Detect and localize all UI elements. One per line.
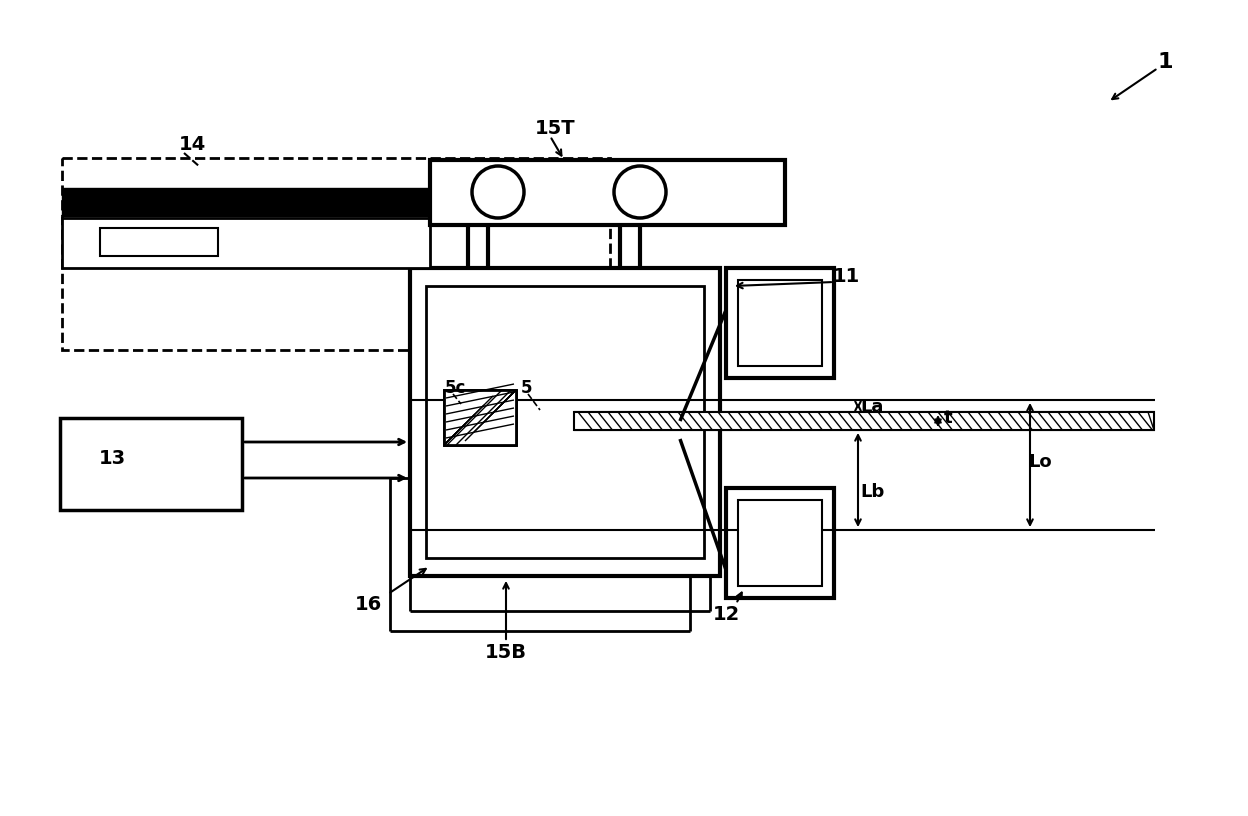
Bar bbox=[726, 488, 834, 598]
Text: 5: 5 bbox=[520, 379, 532, 397]
Text: 12: 12 bbox=[713, 605, 740, 623]
Text: 16: 16 bbox=[354, 595, 382, 614]
Text: 11: 11 bbox=[832, 267, 860, 286]
Bar bbox=[431, 160, 785, 225]
Bar bbox=[444, 390, 515, 445]
Bar bbox=[726, 268, 834, 378]
Bar bbox=[574, 412, 1154, 430]
Text: Lb: Lb bbox=[860, 483, 884, 501]
Bar bbox=[62, 158, 610, 350]
Bar bbox=[738, 280, 822, 366]
Text: 15B: 15B bbox=[485, 642, 527, 662]
Bar bbox=[738, 500, 822, 586]
Text: 14: 14 bbox=[178, 135, 206, 154]
Bar bbox=[426, 286, 704, 558]
Bar bbox=[444, 390, 515, 445]
Bar bbox=[60, 418, 242, 510]
Circle shape bbox=[614, 166, 666, 218]
Bar bbox=[411, 268, 720, 576]
Circle shape bbox=[472, 166, 524, 218]
Text: 1: 1 bbox=[1157, 52, 1173, 72]
Text: 13: 13 bbox=[99, 449, 126, 468]
Bar bbox=[62, 188, 782, 216]
Text: 5c: 5c bbox=[444, 379, 466, 397]
Text: t: t bbox=[943, 409, 952, 427]
Bar bbox=[62, 218, 431, 268]
Bar bbox=[100, 228, 218, 256]
Text: La: La bbox=[860, 398, 884, 416]
Text: 15T: 15T bbox=[534, 118, 575, 138]
Text: Lo: Lo bbox=[1028, 453, 1052, 471]
